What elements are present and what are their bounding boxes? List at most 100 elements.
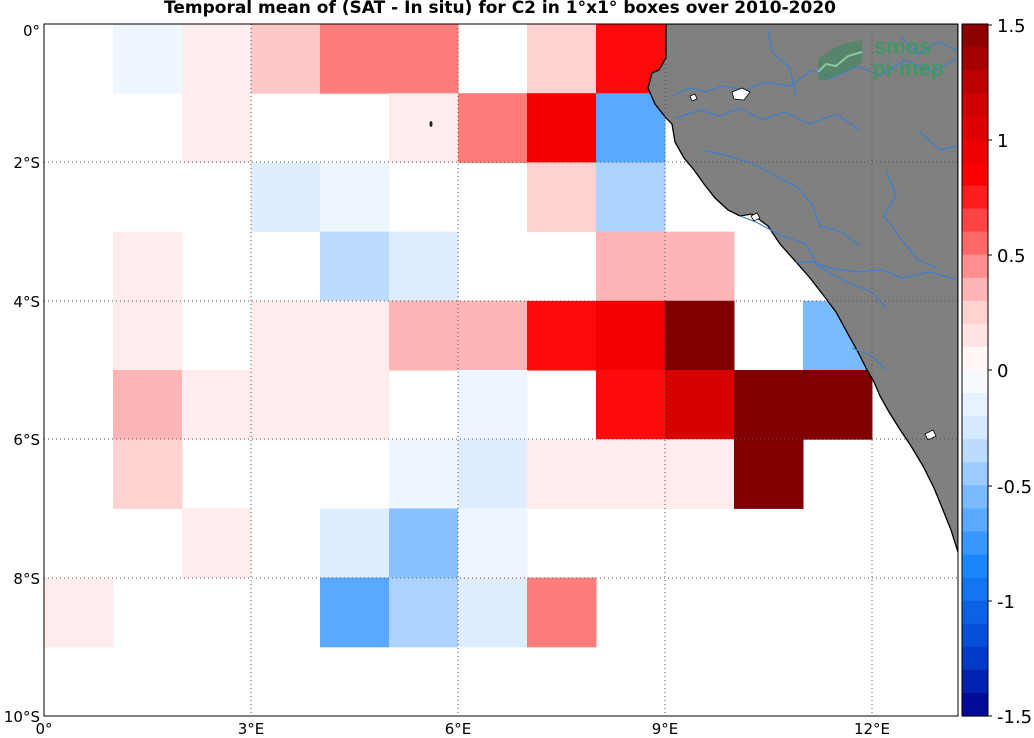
colorbar-segment	[962, 554, 988, 579]
colorbar-segment	[962, 323, 988, 348]
map-frame	[43, 23, 959, 717]
colorbar-segment	[962, 669, 988, 694]
colorbar-segment	[962, 300, 988, 325]
heatmap-cell	[389, 231, 459, 302]
small-island	[429, 121, 433, 127]
colorbar-tick-label: 0.5	[997, 246, 1026, 267]
heatmap-cell	[458, 370, 528, 440]
heatmap-cell	[665, 231, 735, 302]
heatmap-cell	[527, 300, 597, 371]
colorbar-segment	[962, 439, 988, 463]
heatmap-cell	[458, 439, 528, 509]
heatmap-cell	[320, 162, 390, 233]
heatmap-cell	[320, 577, 390, 648]
heatmap-cell	[389, 93, 459, 163]
colorbar-segment	[962, 24, 988, 48]
colorbar-segment	[962, 577, 988, 602]
rivers	[671, 29, 958, 371]
colorbar-segment	[962, 416, 988, 440]
heatmap-cell	[389, 300, 459, 371]
heatmap-cell	[320, 508, 390, 579]
heatmap-cell	[596, 93, 666, 163]
coastal-islands	[689, 87, 937, 441]
heatmap-cell	[320, 300, 390, 371]
lon-tick-label: 9°E	[652, 720, 679, 738]
colorbar-segment	[962, 231, 988, 256]
colorbar-segment	[962, 600, 988, 625]
watermark-line1: smos	[874, 34, 931, 59]
lat-axis-labels: 0° 2°S 4°S 6°S 8°S 10°S	[4, 22, 40, 726]
colorbar-segment	[962, 462, 988, 486]
colorbar-segment	[962, 393, 988, 417]
map-title: Temporal mean of (SAT - In situ) for C2 …	[164, 0, 836, 18]
heatmap-cell	[251, 370, 321, 440]
heatmap-cell	[527, 439, 597, 509]
colorbar: 1.5 1 0.5 0 -0.5 -1 -1.5	[961, 16, 1032, 728]
heatmap-cell	[251, 24, 321, 94]
plot-area: smos pi-mep	[43, 23, 959, 717]
logo-wave-icon	[817, 51, 863, 73]
colorbar-segment	[962, 47, 988, 71]
heatmap-cell	[458, 93, 528, 163]
heatmap-cell	[527, 162, 597, 233]
colorbar-segment	[962, 139, 988, 163]
lat-tick-label: 10°S	[4, 708, 40, 726]
heatmap-cell	[320, 231, 390, 302]
colorbar-tick-label: 0	[997, 361, 1008, 382]
colorbar-segment	[962, 208, 988, 233]
lat-tick-label: 8°S	[13, 570, 40, 588]
lat-tick-label: 2°S	[13, 154, 40, 172]
colorbar-tick-label: 1.5	[997, 16, 1026, 37]
heatmap-cell	[44, 577, 114, 648]
colorbar-tick-label: 1	[997, 131, 1008, 152]
lat-tick-label: 6°S	[13, 431, 40, 449]
heatmap-cell	[458, 300, 528, 371]
colorbar-segment	[962, 623, 988, 648]
colorbar-segment	[962, 185, 988, 210]
heatmap-cell	[389, 508, 459, 579]
logo-icon	[818, 40, 862, 80]
colorbar-segment	[962, 116, 988, 140]
heatmap-cell	[527, 577, 597, 648]
heatmap-cell	[596, 162, 666, 233]
lon-tick-label: 3°E	[238, 720, 265, 738]
heatmap-cell	[389, 439, 459, 509]
lat-tick-label: 0°	[23, 22, 40, 40]
colorbar-tick-label: -0.5	[997, 477, 1032, 498]
colorbar-segment	[962, 485, 988, 509]
heatmap-cell	[596, 439, 666, 509]
graticule	[44, 24, 958, 716]
heatmap-cell	[251, 162, 321, 233]
heatmap-cell	[734, 370, 804, 440]
watermark-logo: smos pi-mep	[817, 34, 944, 81]
heatmap-cell	[665, 439, 735, 509]
heatmap-cell	[113, 370, 183, 440]
heatmap-cell	[113, 24, 183, 94]
lon-tick-label: 0°	[35, 720, 52, 738]
heatmap-cell	[596, 370, 666, 440]
lon-tick-label: 12°E	[854, 720, 890, 738]
heatmap-cell	[182, 93, 252, 163]
colorbar-segment	[962, 277, 988, 302]
heatmap-cell	[596, 300, 666, 371]
lat-tick-label: 4°S	[13, 293, 40, 311]
heatmap-cell	[320, 24, 390, 94]
heatmap-cell	[458, 577, 528, 648]
heatmap-cell	[389, 24, 459, 94]
colorbar-segment	[962, 346, 988, 371]
heatmap-cell	[527, 93, 597, 163]
heatmap-cell	[665, 370, 735, 440]
heatmap-cell	[458, 508, 528, 579]
colorbar-segment	[962, 162, 988, 187]
heatmap-cell	[527, 24, 597, 94]
heatmap-cell	[182, 24, 252, 94]
heatmap-cell	[803, 370, 873, 440]
colorbar-segment	[962, 646, 988, 671]
heatmap-cells	[44, 24, 873, 648]
heatmap-cell	[320, 370, 390, 440]
colorbar-tick-label: -1.5	[997, 707, 1032, 728]
colorbar-segment	[962, 254, 988, 279]
heatmap-cell	[389, 577, 459, 648]
heatmap-cell	[113, 439, 183, 509]
